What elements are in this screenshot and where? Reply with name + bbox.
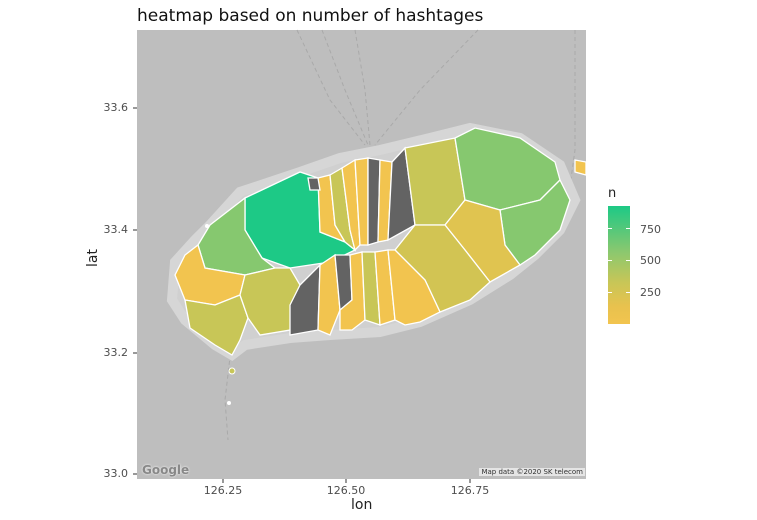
legend-colorbar — [608, 206, 630, 324]
legend-tick — [626, 259, 630, 261]
map-attribution: Map data ©2020 SK telecom — [479, 468, 585, 476]
legend-title: n — [608, 186, 617, 201]
google-logo: Google — [142, 463, 190, 477]
x-tick-label: 126.25 — [203, 484, 243, 497]
region-seogwipo-f — [387, 249, 441, 326]
y-tick-label: 33.0 — [103, 467, 129, 480]
region-seogwipo-a — [317, 253, 341, 336]
x-tick-label: 126.50 — [326, 484, 366, 497]
chart-title: heatmap based on number of hashtages — [137, 6, 484, 26]
y-tick-marks — [133, 107, 137, 475]
legend-label: 750 — [640, 223, 661, 236]
x-axis-label: lon — [351, 497, 373, 513]
legend-label: 500 — [640, 254, 661, 267]
islet-1 — [228, 367, 236, 375]
legend-tick — [626, 291, 630, 293]
legend-tick — [608, 227, 612, 229]
y-tick-label: 33.2 — [103, 346, 129, 359]
region-jeju-h — [307, 177, 321, 191]
legend-label: 250 — [640, 286, 661, 299]
legend-tick — [608, 291, 612, 293]
islet-3 — [205, 224, 209, 228]
y-axis-label: lat — [84, 249, 101, 267]
x-tick-marks — [222, 479, 471, 483]
regions — [174, 127, 587, 356]
region-jeju-c — [341, 158, 361, 252]
legend-tick — [608, 259, 612, 261]
legend-tick — [626, 227, 630, 229]
y-tick-label: 33.4 — [103, 223, 129, 236]
ferry-routes — [224, 29, 576, 441]
islet-2 — [227, 401, 231, 405]
x-tick-label: 126.75 — [450, 484, 490, 497]
region-daejeong — [184, 294, 249, 356]
region-seogwipo-west — [289, 263, 321, 336]
region-udo — [574, 159, 587, 176]
y-tick-label: 33.6 — [103, 101, 129, 114]
